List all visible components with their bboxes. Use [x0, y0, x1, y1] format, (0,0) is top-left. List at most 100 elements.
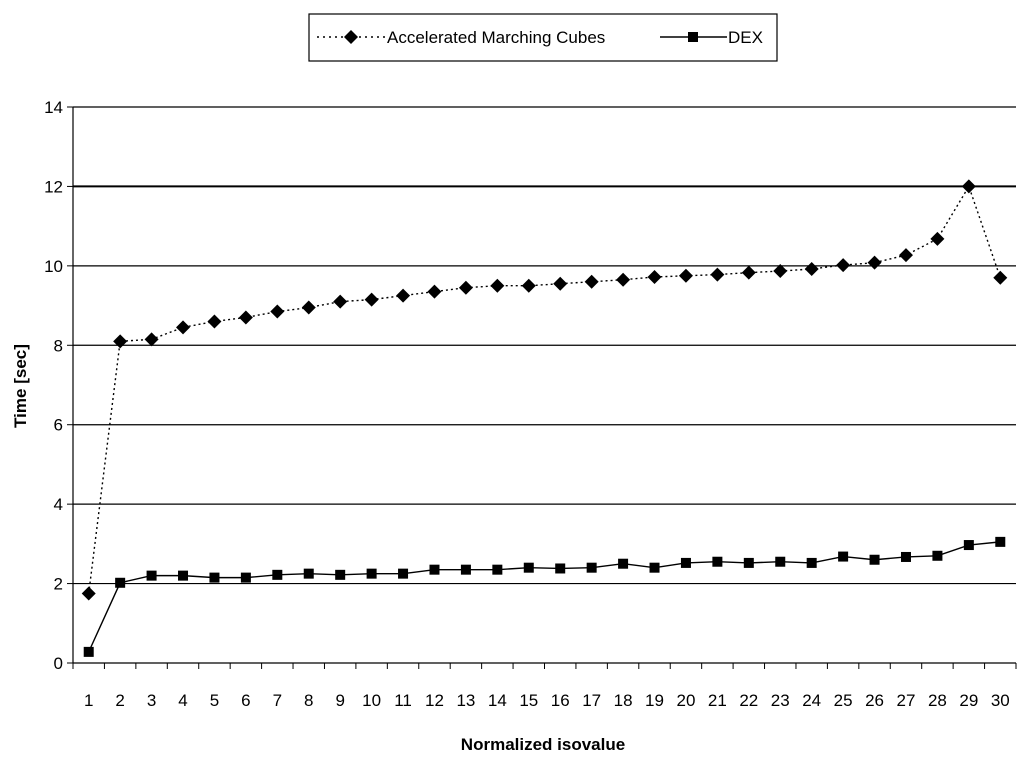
data-point-amc: [993, 270, 1008, 285]
x-tick-label: 21: [708, 691, 727, 710]
data-point-dex: [303, 568, 314, 579]
x-tick-label: 23: [771, 691, 790, 710]
x-tick-label: 6: [241, 691, 250, 710]
data-point-dex: [272, 569, 283, 580]
data-point-amc: [81, 586, 96, 601]
data-point-dex: [963, 540, 974, 551]
gridlines: [67, 106, 1016, 664]
x-tick-label: 25: [834, 691, 853, 710]
data-point-amc: [270, 304, 285, 319]
legend-label-amc: Accelerated Marching Cubes: [387, 28, 605, 47]
x-tick-label: 15: [519, 691, 538, 710]
data-point-amc: [553, 276, 568, 291]
data-point-amc: [836, 258, 851, 273]
x-tick-label: 27: [897, 691, 916, 710]
data-point-amc: [176, 320, 191, 335]
y-tick-label: 12: [44, 177, 63, 196]
data-point-amc: [490, 278, 505, 293]
x-tick-label: 30: [991, 691, 1010, 710]
x-tick-label: 17: [582, 691, 601, 710]
x-tick-label: 24: [802, 691, 821, 710]
data-point-dex: [743, 557, 754, 568]
x-tick-label: 10: [362, 691, 381, 710]
data-point-amc: [207, 314, 222, 329]
data-point-amc: [113, 334, 128, 349]
legend-marker-amc: [344, 30, 358, 44]
data-point-dex: [712, 556, 723, 567]
data-point-dex: [555, 563, 566, 574]
y-tick-label: 0: [54, 654, 63, 673]
data-point-dex: [115, 577, 126, 588]
data-point-dex: [932, 550, 943, 561]
data-point-dex: [83, 646, 94, 657]
data-point-dex: [869, 554, 880, 565]
data-point-amc: [458, 280, 473, 295]
data-point-dex: [775, 556, 786, 567]
series-line-amc: [88, 184, 1001, 594]
series-dex: [83, 536, 1006, 657]
x-tick-label: 11: [394, 691, 412, 710]
data-point-amc: [898, 248, 913, 263]
x-tick-label: 14: [488, 691, 507, 710]
data-point-dex: [240, 572, 251, 583]
x-tick-label: 12: [425, 691, 444, 710]
data-point-amc: [647, 269, 662, 284]
legend-marker-dex: [688, 32, 698, 42]
data-point-amc: [961, 179, 976, 194]
x-tick-label: 29: [959, 691, 978, 710]
data-point-amc: [238, 310, 253, 325]
data-point-amc: [521, 278, 536, 293]
x-tick-label: 18: [614, 691, 633, 710]
x-tick-label: 20: [676, 691, 695, 710]
x-tick-label: 5: [210, 691, 219, 710]
data-point-dex: [523, 562, 534, 573]
data-point-dex: [586, 562, 597, 573]
data-point-amc: [930, 231, 945, 246]
x-tick-label: 13: [456, 691, 475, 710]
data-point-dex: [995, 536, 1006, 547]
x-tick-label: 28: [928, 691, 947, 710]
data-point-dex: [429, 564, 440, 575]
x-tick-label: 9: [335, 691, 344, 710]
x-tick-label: 19: [645, 691, 664, 710]
data-point-dex: [335, 569, 346, 580]
data-point-amc: [364, 292, 379, 307]
data-point-dex: [460, 564, 471, 575]
data-point-dex: [649, 562, 660, 573]
x-tick-label: 7: [273, 691, 282, 710]
y-tick-labels: 0 2 4 6 8 10 12 14: [44, 98, 63, 673]
data-point-amc: [584, 274, 599, 289]
x-axis-title: Normalized isovalue: [461, 735, 625, 754]
x-tick-label: 3: [147, 691, 156, 710]
legend: Accelerated Marching Cubes DEX: [308, 13, 778, 62]
y-tick-label: 2: [54, 575, 63, 594]
data-point-dex: [398, 568, 409, 579]
data-point-amc: [396, 288, 411, 303]
data-point-dex: [209, 572, 220, 583]
x-tick-label: 8: [304, 691, 313, 710]
data-point-dex: [366, 568, 377, 579]
data-point-dex: [680, 557, 691, 568]
y-tick-label: 10: [44, 257, 63, 276]
data-point-amc: [804, 262, 819, 277]
data-point-amc: [301, 300, 316, 315]
data-point-amc: [867, 255, 882, 270]
data-point-dex: [492, 564, 503, 575]
data-point-dex: [146, 570, 157, 581]
data-point-amc: [741, 265, 756, 280]
data-point-dex: [178, 570, 189, 581]
data-point-dex: [900, 551, 911, 562]
data-point-amc: [144, 332, 159, 347]
data-point-dex: [806, 557, 817, 568]
data-point-amc: [427, 284, 442, 299]
series-accelerated-marching-cubes: [81, 179, 1008, 601]
series-line-dex: [88, 541, 1001, 653]
x-tick-label: 22: [739, 691, 758, 710]
data-point-dex: [838, 551, 849, 562]
y-tick-label: 8: [54, 336, 63, 355]
data-point-amc: [710, 267, 725, 282]
x-tick-label: 16: [551, 691, 570, 710]
x-tick-label: 4: [178, 691, 187, 710]
x-tick-label: 26: [865, 691, 884, 710]
